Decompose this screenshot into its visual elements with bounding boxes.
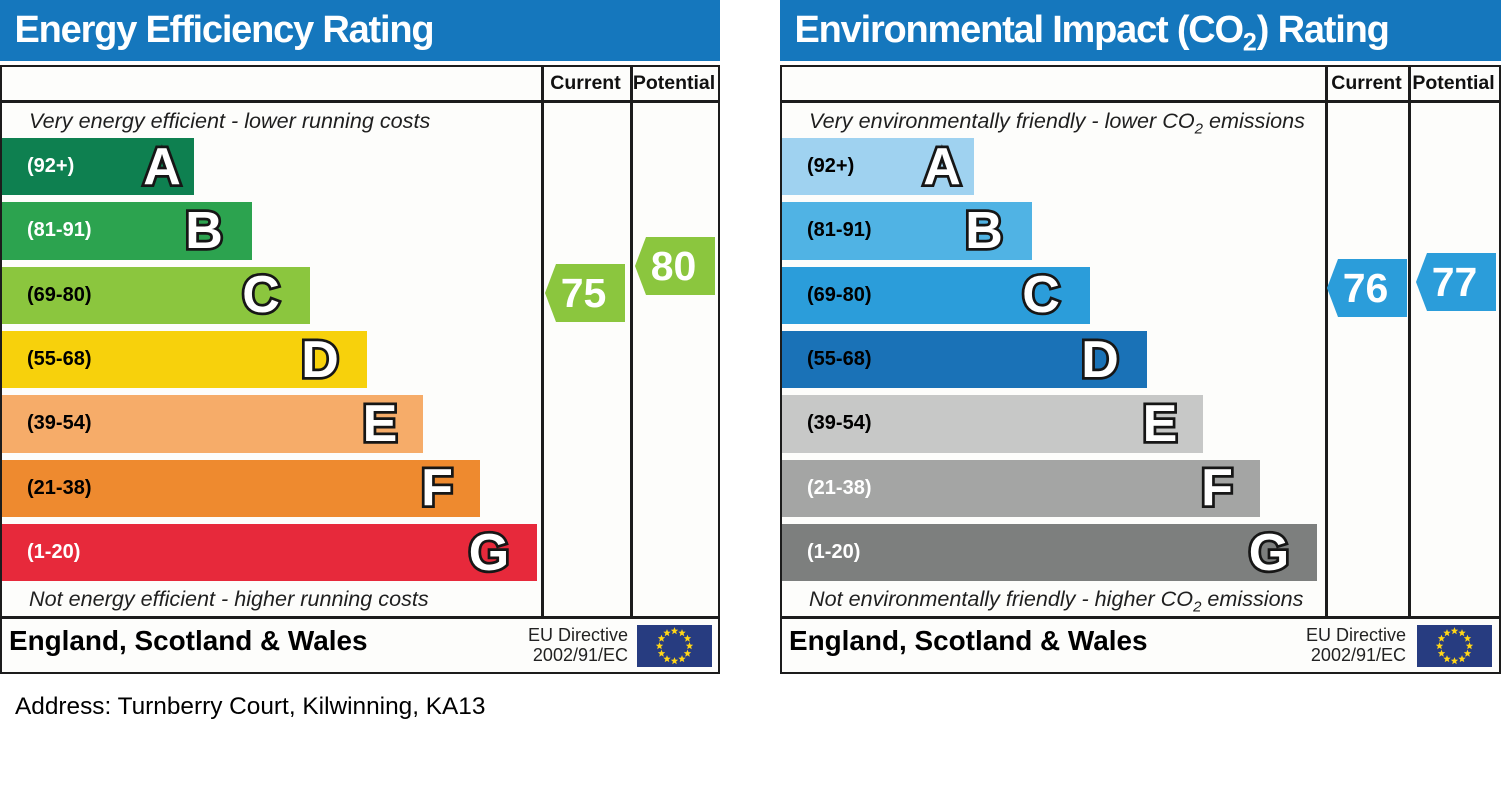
svg-text:G: G (1249, 524, 1289, 582)
svg-text:A: A (143, 138, 181, 196)
svg-text:C: C (1022, 266, 1060, 324)
svg-text:E: E (1142, 395, 1177, 453)
svg-text:D: D (301, 331, 339, 389)
svg-text:80: 80 (651, 243, 697, 289)
svg-text:77: 77 (1432, 259, 1478, 305)
svg-text:B: B (185, 202, 223, 260)
svg-text:F: F (421, 459, 453, 517)
svg-text:75: 75 (561, 270, 607, 316)
svg-text:E: E (362, 395, 397, 453)
svg-text:A: A (923, 138, 961, 196)
svg-text:D: D (1081, 331, 1119, 389)
svg-text:G: G (469, 524, 509, 582)
svg-text:F: F (1201, 459, 1233, 517)
svg-text:76: 76 (1343, 265, 1389, 311)
svg-text:B: B (965, 202, 1003, 260)
svg-text:C: C (242, 266, 280, 324)
